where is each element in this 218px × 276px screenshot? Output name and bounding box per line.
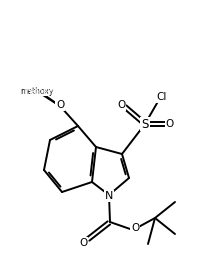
Text: O: O [56,100,64,110]
Text: O: O [166,119,174,129]
Text: O: O [117,100,125,110]
Text: Cl: Cl [157,92,167,102]
Text: N: N [105,191,113,201]
Text: O: O [79,238,87,248]
Text: methoxy: methoxy [13,80,43,86]
Text: S: S [141,118,149,131]
Text: O: O [131,223,139,233]
Text: methoxy: methoxy [23,87,57,97]
Text: methoxy: methoxy [20,86,54,95]
